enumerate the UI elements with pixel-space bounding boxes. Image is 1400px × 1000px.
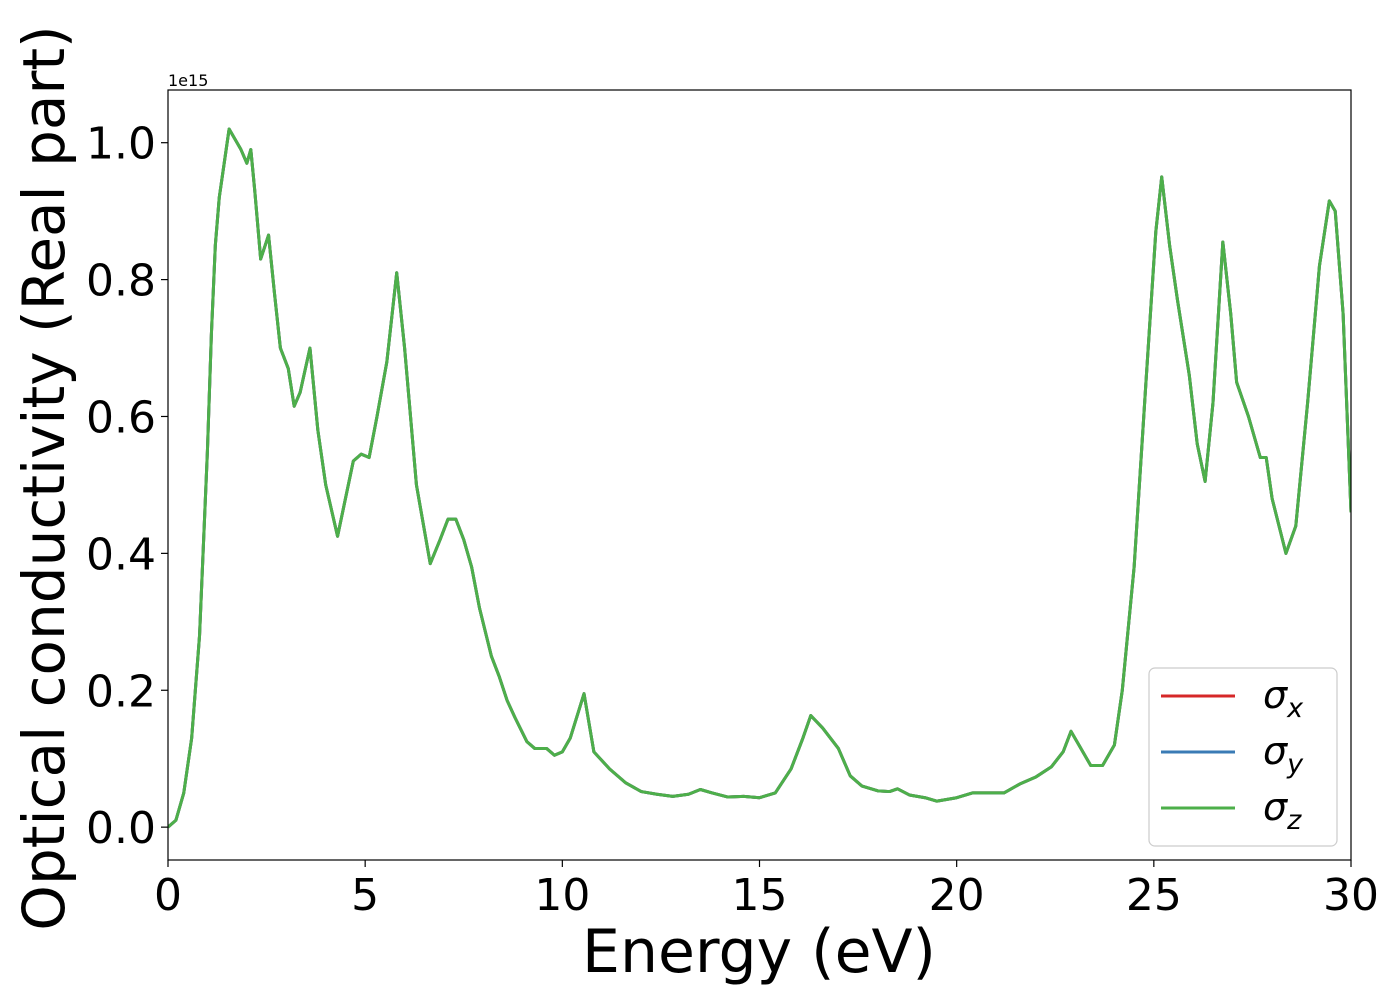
x-tick-label: 20 — [929, 870, 985, 921]
x-tick-label: 30 — [1323, 870, 1379, 921]
y-tick-label: 0.2 — [86, 666, 156, 717]
y-tick-label: 1.0 — [86, 119, 156, 170]
x-axis-label: Energy (eV) — [582, 917, 936, 987]
y-tick-label: 0.4 — [86, 529, 156, 580]
y-tick-label: 0.0 — [86, 803, 156, 854]
x-tick-label: 5 — [351, 870, 379, 921]
legend-label: σx — [1263, 673, 1304, 724]
x-tick-label: 0 — [154, 870, 182, 921]
x-tick-label: 25 — [1126, 870, 1182, 921]
y-offset-label: 1e15 — [168, 71, 208, 90]
y-axis-label: Optical conductivity (Real part) — [10, 25, 78, 930]
series-line — [168, 127, 1351, 829]
legend-box — [1148, 667, 1338, 847]
x-tick-label: 15 — [732, 870, 788, 921]
legend-label: σz — [1263, 785, 1302, 836]
x-tick-label: 10 — [534, 870, 590, 921]
y-tick-label: 0.6 — [86, 392, 156, 443]
plot-lines — [168, 127, 1351, 829]
legend-label: σy — [1263, 729, 1304, 780]
y-tick-label: 0.8 — [86, 256, 156, 307]
